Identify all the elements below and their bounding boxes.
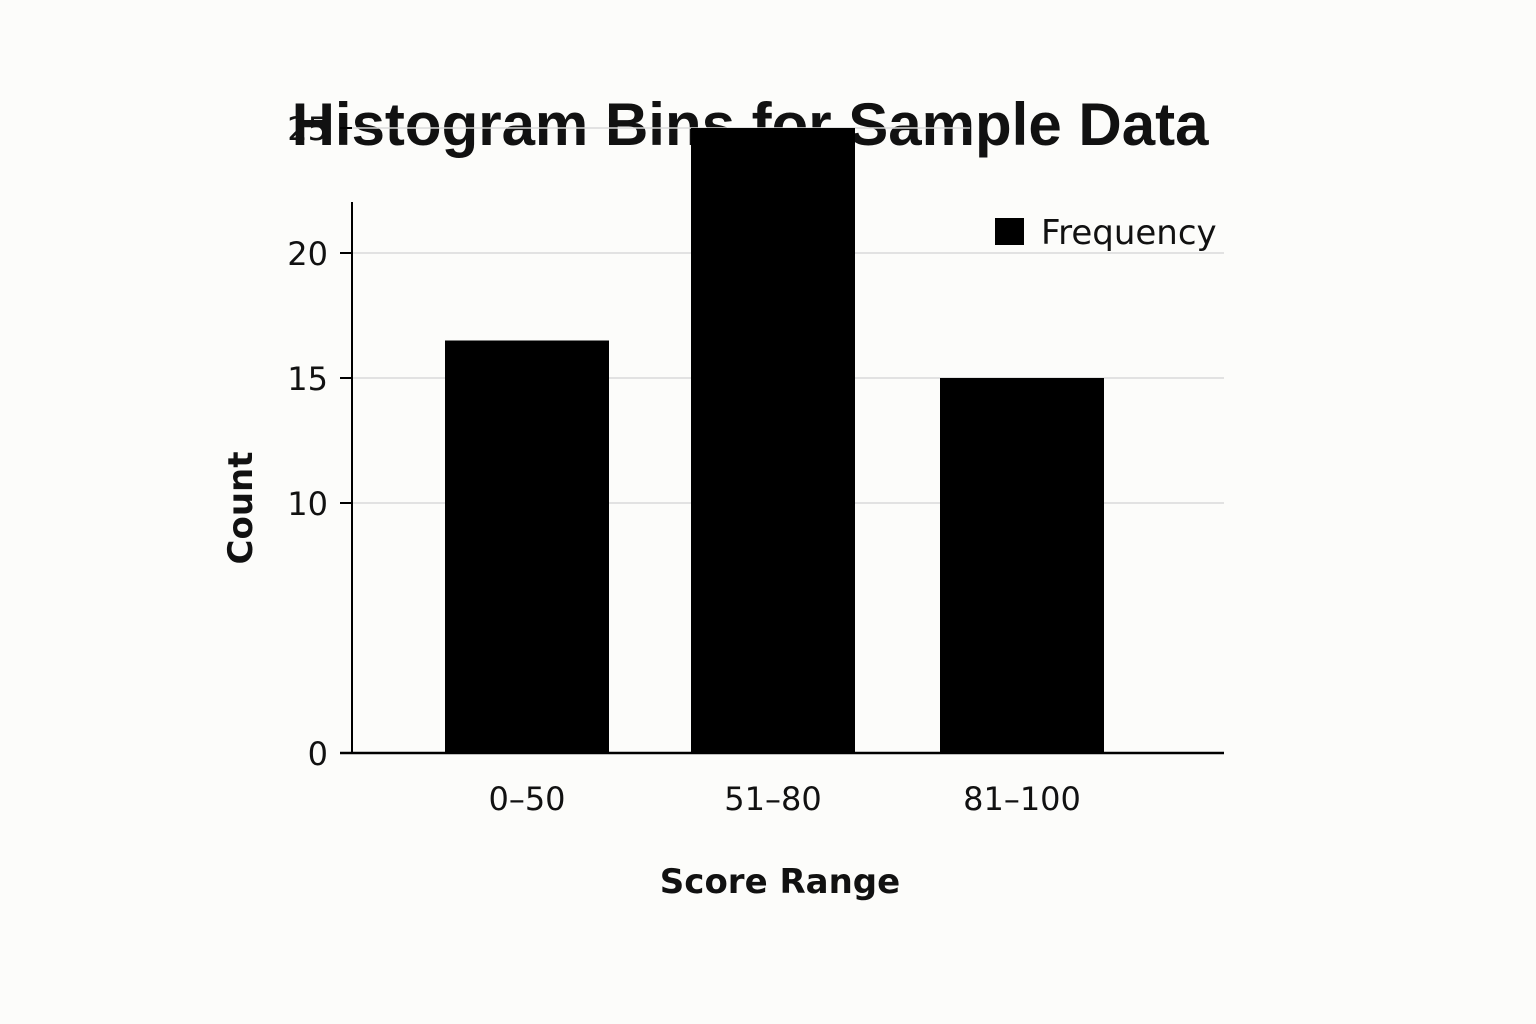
x-tick-label: 51–80 [724, 780, 821, 818]
bars [445, 128, 1104, 753]
y-tick-label: 20 [287, 235, 328, 273]
x-tick-labels: 0–50 51–80 81–100 [488, 780, 1080, 818]
y-tick-labels: 0 10 15 20 25 [287, 110, 328, 773]
x-tick-label: 81–100 [963, 780, 1081, 818]
x-axis-label: Score Range [660, 862, 900, 902]
bar-1 [445, 340, 609, 753]
bar-3 [940, 378, 1104, 753]
bar-2 [691, 128, 855, 753]
y-tick-label: 10 [287, 485, 328, 523]
legend-label: Frequency [1041, 213, 1217, 253]
legend: Frequency [995, 213, 1217, 253]
y-tick-label: 0 [308, 735, 328, 773]
x-tick-label: 0–50 [488, 780, 565, 818]
axes [340, 127, 1224, 755]
legend-swatch [995, 218, 1024, 245]
y-tick-label: 25 [287, 110, 328, 148]
y-axis-label: Count [221, 452, 261, 565]
y-tick-label: 15 [287, 360, 328, 398]
